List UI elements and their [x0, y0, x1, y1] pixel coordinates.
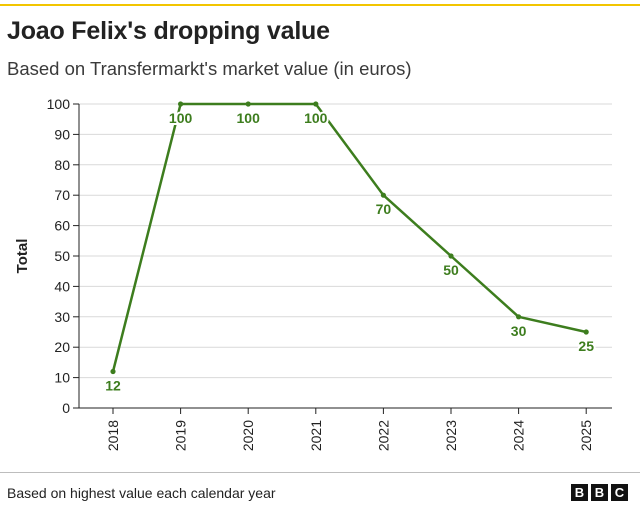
y-tick-label: 90 [54, 126, 70, 142]
top-accent-rule [0, 4, 640, 6]
data-label: 70 [376, 201, 392, 217]
data-label: 100 [237, 110, 261, 126]
data-label: 100 [304, 110, 328, 126]
y-tick-label: 100 [47, 96, 71, 112]
data-label: 100 [169, 110, 193, 126]
data-label: 50 [443, 262, 459, 278]
x-tick-label: 2023 [443, 420, 459, 451]
data-point [245, 101, 251, 107]
data-point [313, 101, 319, 107]
data-point [178, 101, 184, 107]
logo-letter: B [571, 484, 588, 501]
y-tick-label: 0 [62, 400, 70, 416]
x-tick-label: 2024 [511, 420, 527, 451]
data-labels: 12 100 100 100 70 50 30 25 [103, 108, 596, 396]
footer-rule [0, 472, 640, 473]
x-tick-label: 2018 [105, 420, 121, 451]
axes: 0 10 20 30 40 50 60 70 80 90 100 Total 2018 2019 2020 2… [14, 96, 612, 451]
x-tick-label: 2025 [578, 420, 594, 451]
data-label: 12 [105, 378, 121, 394]
x-tick-label: 2021 [308, 420, 324, 451]
line-chart: 0 10 20 30 40 50 60 70 80 90 100 Total 2018 2019 2020 2… [14, 96, 612, 451]
series-market-value [110, 101, 589, 375]
y-tick-label: 70 [54, 187, 70, 203]
y-axis-label: Total [14, 239, 31, 274]
data-point [110, 368, 116, 375]
data-point [448, 253, 454, 259]
logo-letter: B [591, 484, 608, 501]
x-tick-label: 2019 [173, 420, 189, 451]
y-tick-label: 60 [54, 218, 70, 234]
chart-title: Joao Felix's dropping value [7, 17, 330, 45]
gridlines [79, 103, 612, 379]
y-tick-label: 30 [54, 309, 70, 325]
data-point [380, 192, 386, 198]
footnote: Based on highest value each calendar yea… [7, 485, 276, 501]
y-tick-label: 10 [54, 370, 70, 386]
y-tick-label: 20 [54, 339, 70, 355]
series-line [111, 102, 587, 372]
data-label: 30 [511, 323, 527, 339]
logo-letter: C [611, 484, 628, 501]
data-point [516, 314, 522, 320]
y-tick-label: 40 [54, 278, 70, 294]
x-tick-label: 2022 [375, 420, 391, 451]
bbc-logo: B B C [571, 484, 628, 501]
data-label: 25 [578, 338, 594, 354]
y-tick-label: 80 [54, 157, 70, 173]
chart-subtitle: Based on Transfermarkt's market value (i… [7, 58, 412, 79]
data-point [583, 329, 589, 335]
x-tick-label: 2020 [240, 420, 256, 451]
y-tick-label: 50 [54, 248, 70, 264]
